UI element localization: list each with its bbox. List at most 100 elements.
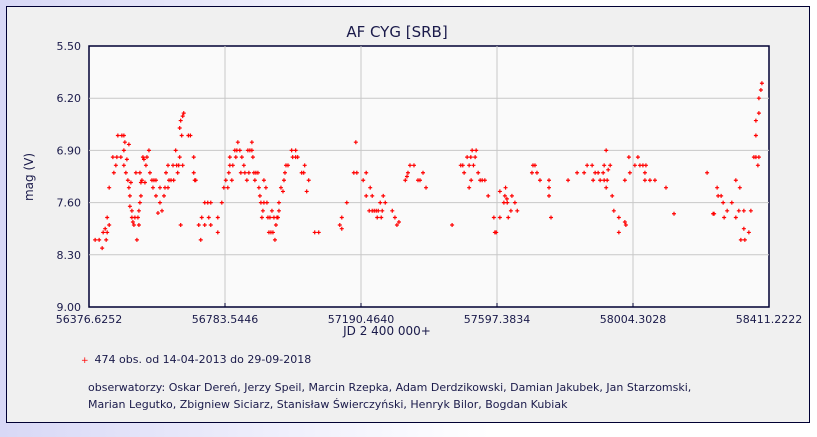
data-point [370,193,375,198]
data-point [733,178,738,183]
data-point [282,170,287,175]
data-point [476,170,481,175]
data-point [255,170,260,175]
data-point [105,230,110,235]
observers-line-1: obserwatorzy: Oskar Dereń, Jerzy Speil, … [88,381,692,394]
data-point [146,148,151,153]
data-point [193,178,198,183]
x-tick-label: 57597.3834 [464,313,530,326]
data-point [467,163,472,168]
data-point [421,170,426,175]
data-point [206,215,211,220]
data-point [122,140,127,145]
data-point [622,178,627,183]
data-point [470,148,475,153]
data-point [424,185,429,190]
data-point [506,215,511,220]
data-point [505,200,510,205]
data-point [221,185,226,190]
data-point [110,155,115,160]
data-point [497,215,502,220]
data-point [257,193,262,198]
data-point [715,185,720,190]
data-point [404,174,409,179]
data-point [280,189,285,194]
data-point [379,215,384,220]
data-point [129,208,134,213]
data-point [153,193,158,198]
data-point [491,215,496,220]
data-point [529,170,534,175]
data-point [233,155,238,160]
data-point [293,148,298,153]
data-point [534,170,539,175]
data-point [596,170,601,175]
data-point [142,180,147,185]
data-point [133,170,138,175]
data-point [758,87,763,92]
data-point [181,111,186,116]
observers-list: obserwatorzy: Oskar Dereń, Jerzy Speil, … [88,379,778,413]
data-point [486,193,491,198]
data-point [585,163,590,168]
data-point [733,215,738,220]
data-point [143,163,148,168]
data-point [199,215,204,220]
data-point [306,178,311,183]
data-point [627,170,632,175]
data-point [176,163,181,168]
data-point [275,215,280,220]
data-point [278,185,283,190]
data-point [161,193,166,198]
data-point [604,148,609,153]
data-point [173,148,178,153]
data-point [237,148,242,153]
data-point [462,170,467,175]
data-point [407,163,412,168]
data-point [104,237,109,242]
data-point [394,222,399,227]
data-point [270,230,275,235]
data-point [632,163,637,168]
data-point [166,163,171,168]
data-point [755,163,760,168]
data-point [304,189,309,194]
y-tick-label: 6.90 [57,144,82,157]
data-point [239,155,244,160]
data-point [635,155,640,160]
data-point [225,185,230,190]
data-point [285,163,290,168]
data-point [215,215,220,220]
data-point [175,170,180,175]
data-point [721,200,726,205]
data-point [737,185,742,190]
y-tick-label: 6.20 [57,92,82,105]
data-point [264,200,269,205]
data-point [361,178,366,183]
data-point [138,180,143,185]
data-point [719,193,724,198]
data-point [503,185,508,190]
data-point [396,219,401,224]
data-point [647,178,652,183]
data-point [591,178,596,183]
data-point [134,237,139,242]
data-point [626,155,631,160]
data-point [467,185,472,190]
data-point [244,178,249,183]
data-point [532,163,537,168]
data-point [238,170,243,175]
data-point [144,155,149,160]
data-point [139,178,144,183]
data-point [215,230,220,235]
data-point [474,148,479,153]
data-point [202,222,207,227]
data-point [738,237,743,242]
data-point [260,208,265,213]
data-point [756,111,761,116]
data-point [127,204,132,209]
data-point [602,163,607,168]
data-point [111,170,116,175]
data-point [748,208,753,213]
data-point [249,140,254,145]
